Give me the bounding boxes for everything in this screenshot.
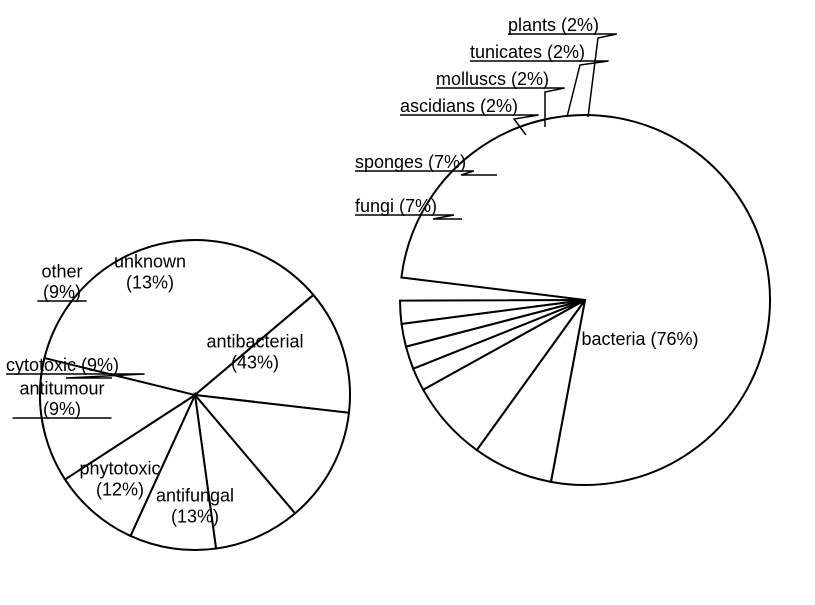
label-cytotoxic: cytotoxic (9%) (6, 355, 119, 375)
label-tunicates: tunicates (2%) (470, 42, 585, 62)
pie-chart-right: bacteria (76%) fungi (7%) sponges (7%) asci… (355, 15, 770, 485)
label-bacteria: bacteria (76%) (581, 329, 698, 349)
label-other: other(9%) (41, 261, 82, 302)
pie-charts-figure: antibacterial(43%)antifungal(13%)phytoto… (0, 0, 815, 605)
label-molluscs: molluscs (2%) (436, 69, 549, 89)
pie-chart-left: antibacterial(43%)antifungal(13%)phytoto… (6, 240, 350, 550)
label-fungi: fungi (7%) (355, 196, 437, 216)
label-sponges: sponges (7%) (355, 152, 466, 172)
label-ascidians: ascidians (2%) (400, 96, 518, 116)
label-plants: plants (2%) (508, 15, 599, 35)
